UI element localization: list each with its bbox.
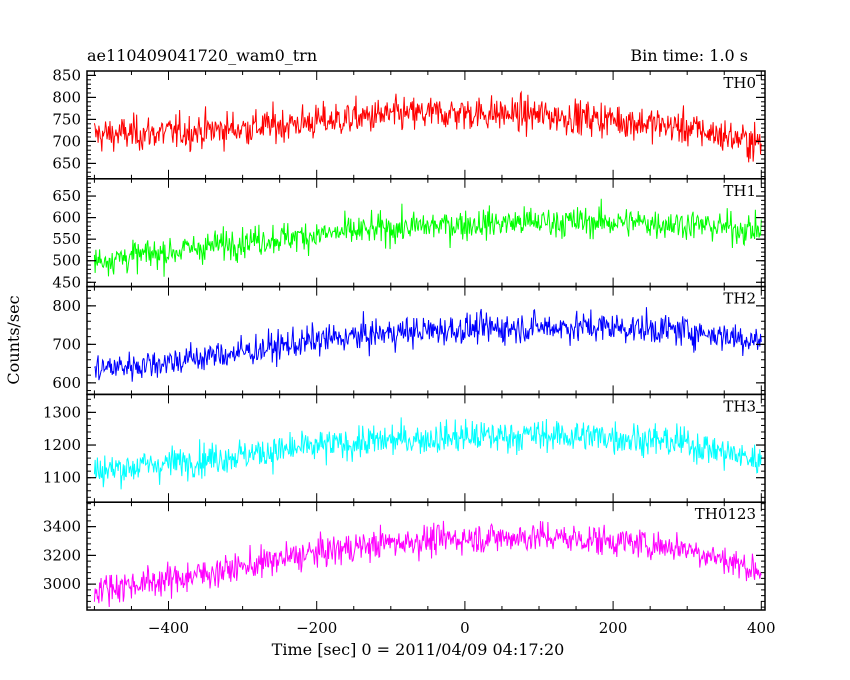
x-tick-label: −400 xyxy=(148,619,189,637)
y-tick-label: 800 xyxy=(52,88,81,106)
panel-th0123: 3000 3200 3400 TH0123 xyxy=(43,501,766,611)
y-tick-label: 1300 xyxy=(43,403,81,421)
y-tick-label: 600 xyxy=(52,209,81,227)
panel-label: TH1 xyxy=(723,182,756,200)
panel-th2: 600 700 800 TH2 xyxy=(52,285,766,396)
chart-subtitle: Bin time: 1.0 s xyxy=(630,46,748,65)
y-tick-label: 3000 xyxy=(43,575,81,593)
series-line-th0 xyxy=(93,90,762,163)
y-tick-label: 700 xyxy=(52,132,81,150)
y-tick-label: 700 xyxy=(52,335,81,353)
panel-label: TH3 xyxy=(723,397,756,415)
y-tick-label: 800 xyxy=(52,297,81,315)
series-line-th1 xyxy=(93,198,762,277)
y-tick-label: 3400 xyxy=(43,518,81,536)
x-tick-label: 0 xyxy=(460,619,470,637)
series-line-th3 xyxy=(93,417,762,490)
y-tick-label: 650 xyxy=(52,154,81,172)
panels-group: 650 700 750 800 850 TH0 450 500 550 600 650 TH1 600 7… xyxy=(43,66,766,611)
y-tick-label: 600 xyxy=(52,374,81,392)
y-tick-label: 500 xyxy=(52,252,81,270)
y-tick-label: 850 xyxy=(52,66,81,84)
chart-title: ae110409041720_wam0_trn xyxy=(87,46,317,65)
x-tick-label: 400 xyxy=(747,619,776,637)
y-tick-label: 750 xyxy=(52,110,81,128)
y-tick-label: 1200 xyxy=(43,436,81,454)
y-tick-label: 450 xyxy=(52,273,81,291)
panel-th1: 450 500 550 600 650 TH1 xyxy=(52,178,766,291)
panel-th3: 1100 1200 1300 TH3 xyxy=(43,393,766,503)
series-line-th2 xyxy=(94,307,762,382)
y-axis-label: Counts/sec xyxy=(4,295,23,384)
y-tick-label: 3200 xyxy=(43,546,81,564)
x-tick-label: −200 xyxy=(296,619,337,637)
y-tick-label: 550 xyxy=(52,230,81,248)
panel-label: TH0 xyxy=(723,74,756,92)
y-tick-label: 650 xyxy=(52,187,81,205)
panel-label: TH0123 xyxy=(695,505,756,523)
y-tick-label: 1100 xyxy=(43,469,81,487)
x-tick-labels: −400 −200 0 200 400 xyxy=(148,619,776,637)
panel-frame xyxy=(86,285,766,396)
panel-frame xyxy=(86,501,766,611)
panel-label: TH2 xyxy=(723,290,756,308)
panel-th0: 650 700 750 800 850 TH0 xyxy=(52,66,766,180)
x-axis-label: Time [sec] 0 = 2011/04/09 04:17:20 xyxy=(272,640,565,659)
x-tick-label: 200 xyxy=(599,619,628,637)
series-line-th0123 xyxy=(93,520,762,607)
